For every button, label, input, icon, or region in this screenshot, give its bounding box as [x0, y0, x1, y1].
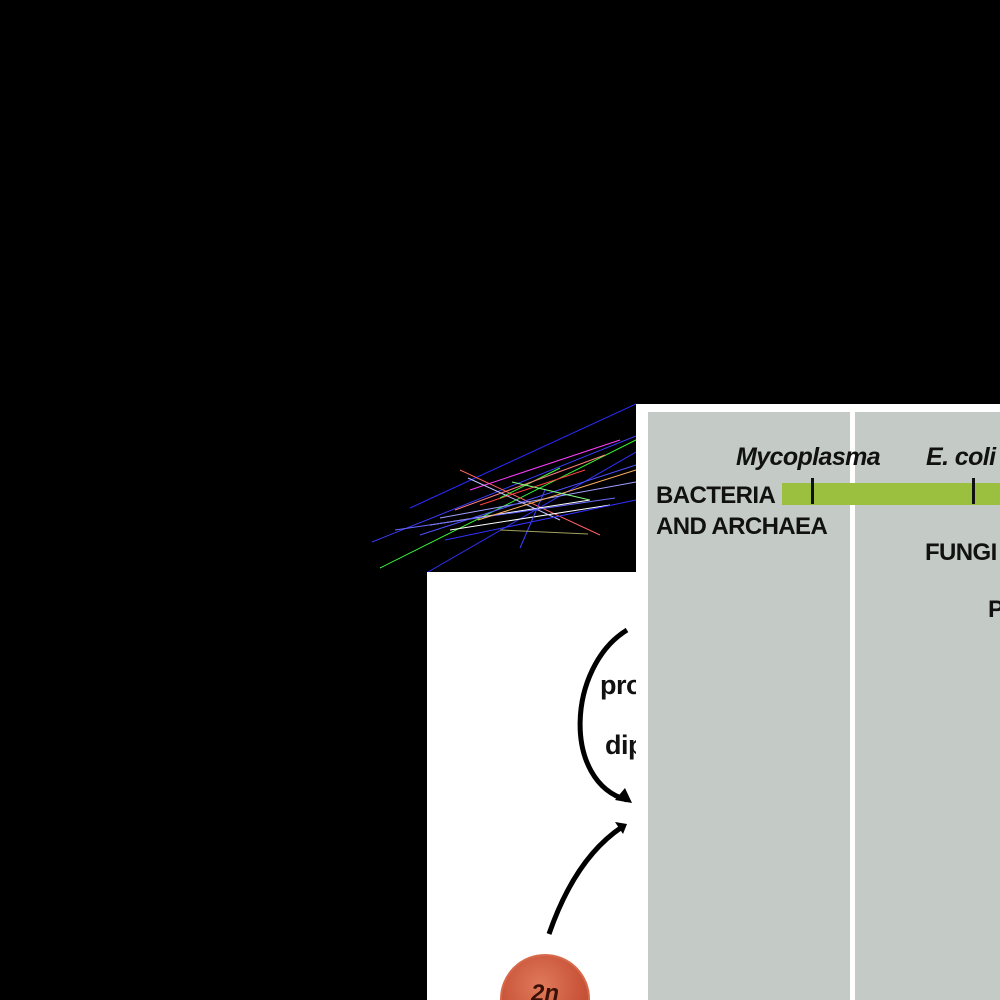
stray-lines-artifact: [371, 403, 637, 573]
group-label-bacteria: BACTERIA: [656, 482, 776, 509]
life-cycle-panel: pro dip 2n: [427, 572, 647, 1000]
chart-column-2: [855, 412, 1000, 1000]
upper-curved-arrow: [577, 627, 629, 803]
lower-arrowhead: [615, 822, 627, 834]
lower-curved-arrow: [546, 824, 624, 935]
marker-tick-ecoli: [972, 478, 975, 504]
group-label-p: P: [988, 596, 1000, 623]
marker-label-ecoli: E. coli: [926, 443, 996, 471]
upper-arrowhead: [615, 788, 632, 803]
bacteria-archaea-range-bar: [782, 483, 1000, 505]
chart-column-1: [648, 412, 850, 1000]
group-label-archaea: AND ARCHAEA: [656, 513, 828, 540]
cycle-arrows: [546, 627, 632, 935]
marker-label-mycoplasma: Mycoplasma: [736, 443, 881, 471]
diploid-cell-label: 2n: [530, 980, 559, 1000]
group-label-fungi: FUNGI: [925, 539, 997, 566]
marker-tick-mycoplasma: [811, 478, 814, 504]
genome-size-chart: Mycoplasma E. coli BACTERIA AND ARCHAEA …: [636, 404, 1000, 1000]
cycle-label-pro: pro: [600, 670, 643, 700]
